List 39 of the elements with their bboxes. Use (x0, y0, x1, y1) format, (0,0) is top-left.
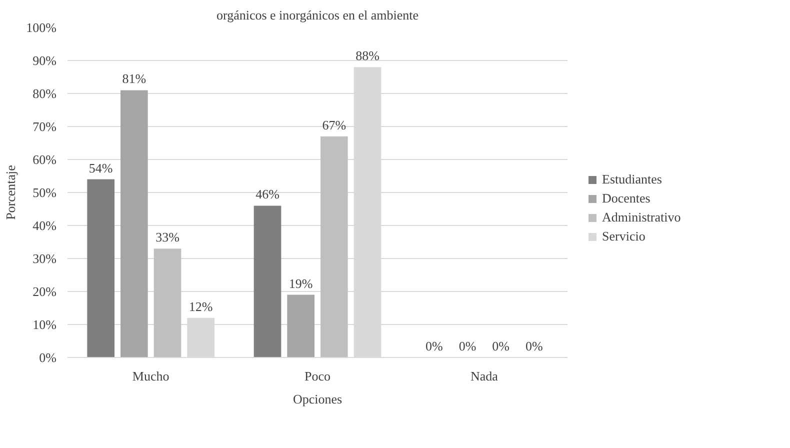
x-axis-title: Opciones (292, 392, 342, 406)
text: 0% (492, 338, 510, 354)
text: 33% (156, 230, 180, 245)
y-tick-label: 70% (32, 119, 57, 134)
legend-label: Docentes (602, 190, 650, 206)
text: 88% (356, 48, 380, 64)
y-tick-label: 10% (32, 317, 57, 332)
y-tick-label: 100% (26, 20, 57, 35)
text: 67% (322, 117, 346, 132)
text: 12% (188, 298, 213, 314)
x-tick-label: Nada (470, 368, 498, 384)
text: 54% (88, 160, 113, 176)
bar (154, 248, 182, 358)
bar (320, 136, 348, 358)
text: 0% (458, 338, 476, 354)
y-tick-label: 0% (39, 350, 57, 365)
text: 0% (526, 338, 543, 354)
chart-title: orgánicos e inorgánicos en el ambiente (216, 8, 419, 22)
y-tick-label: 90% (32, 53, 57, 68)
x-tick-label: Poco (304, 368, 330, 384)
legend-label: Administrativo (602, 209, 681, 225)
x-tick-label: Mucho (132, 368, 170, 384)
bar (287, 294, 314, 358)
y-tick-label: 30% (32, 251, 57, 266)
bar (120, 90, 148, 358)
text: 46% (256, 186, 280, 202)
y-tick-label: 50% (32, 185, 57, 200)
text: 19% (288, 276, 313, 291)
y-tick-label: 20% (32, 284, 57, 299)
y-tick-label: 40% (32, 218, 57, 233)
y-axis-title: Porcentaje (3, 164, 18, 220)
y-tick-label: 60% (32, 152, 57, 167)
bar (87, 179, 114, 358)
text: 0% (426, 338, 443, 354)
legend-label: Servicio (602, 228, 646, 244)
text: 81% (122, 71, 146, 86)
y-tick-label: 80% (32, 86, 57, 101)
bar (254, 206, 282, 358)
legend-label: Estudiantes (602, 171, 662, 187)
